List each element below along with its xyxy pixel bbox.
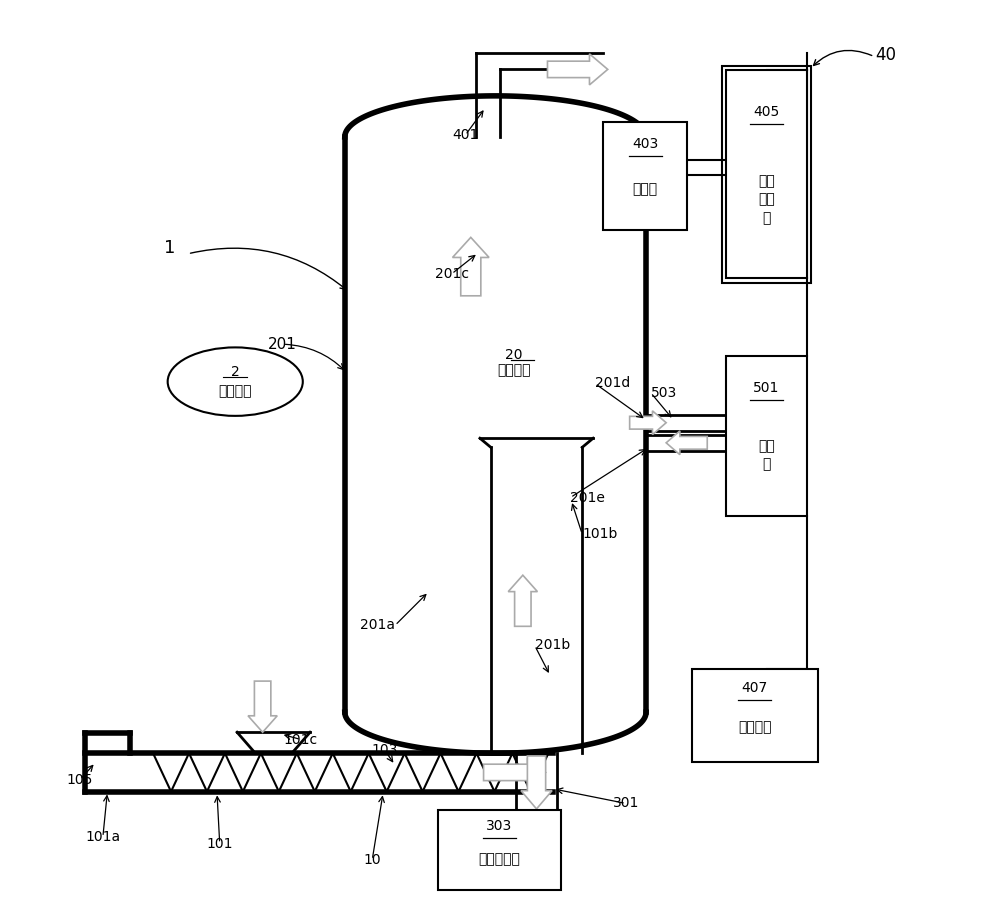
Text: 303: 303 [486,819,513,833]
Polygon shape [521,756,552,809]
Polygon shape [508,575,537,626]
Text: 2: 2 [231,364,240,379]
Text: 气液
分离
罐: 气液 分离 罐 [758,174,775,225]
Text: 503: 503 [651,385,677,400]
Text: 201: 201 [268,337,297,352]
Text: 40: 40 [875,46,896,64]
Text: 冷凝器: 冷凝器 [633,182,658,196]
Polygon shape [547,54,608,85]
Text: 301: 301 [613,796,639,811]
Text: 105: 105 [67,772,93,787]
Polygon shape [630,411,666,435]
Text: 废料存储罐: 废料存储罐 [479,853,520,866]
Bar [726,356,807,516]
Ellipse shape [168,348,303,416]
Text: 201e: 201e [570,490,605,505]
Text: 407: 407 [742,681,768,695]
Polygon shape [484,758,546,787]
Text: 含油污泥: 含油污泥 [218,383,252,398]
Text: 201a: 201a [360,618,395,633]
Bar [438,810,561,890]
Bar [603,122,687,230]
Text: 101a: 101a [85,830,120,845]
Polygon shape [666,431,707,455]
Text: 403: 403 [632,137,658,151]
Bar [726,70,807,278]
Text: 405: 405 [753,105,780,119]
Text: 20: 20 [505,348,522,362]
Text: 101b: 101b [582,527,618,541]
Text: 微波
源: 微波 源 [758,439,775,471]
Text: 立式腔体: 立式腔体 [497,363,530,378]
Bar [692,669,818,762]
Text: 103: 103 [372,743,398,758]
Text: 10: 10 [363,853,381,867]
Text: 101c: 101c [284,732,318,747]
Text: 401: 401 [452,128,478,142]
Text: 氮气储罐: 氮气储罐 [738,720,771,734]
Text: 101: 101 [206,836,233,851]
Text: 1: 1 [164,239,175,257]
Polygon shape [248,681,277,732]
Polygon shape [453,237,489,296]
Text: 201b: 201b [535,638,570,653]
Text: 201d: 201d [595,376,630,391]
Text: 501: 501 [753,381,780,395]
Bar [722,66,811,283]
Text: 201c: 201c [435,267,469,281]
